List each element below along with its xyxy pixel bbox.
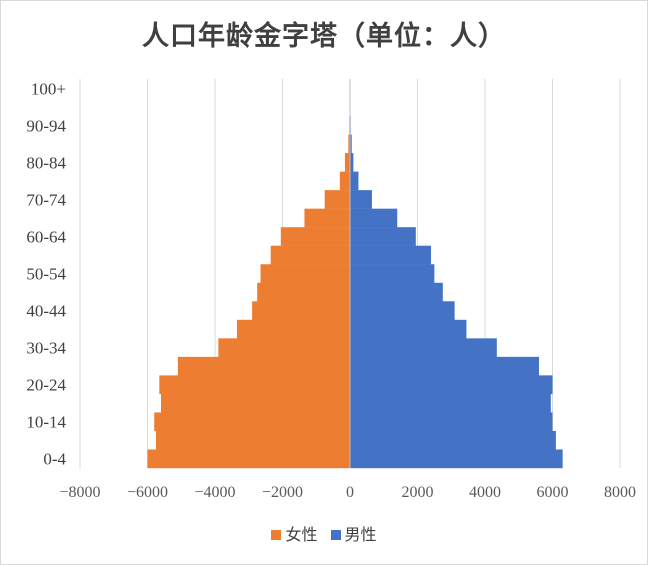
bar-female-35-39 <box>236 319 350 339</box>
x-tick-label-4: 0 <box>346 484 354 501</box>
bar-female-55-59 <box>270 245 350 265</box>
y-tick-label-80-84: 80-84 <box>26 153 66 172</box>
y-tick-label-30-34: 30-34 <box>26 339 66 358</box>
y-tick-label-0-4: 0-4 <box>43 450 66 469</box>
bar-male-20-24 <box>350 375 553 395</box>
bar-male-85-89 <box>350 134 352 154</box>
bar-male-15-19 <box>350 393 551 413</box>
y-tick-label-10-14: 10-14 <box>26 413 66 432</box>
y-tick-label-70-74: 70-74 <box>26 190 66 209</box>
bar-male-0-4 <box>350 449 563 469</box>
legend-swatch-male <box>330 530 341 540</box>
bar-male-60-64 <box>350 227 416 246</box>
x-tick-label-6: 4000 <box>469 484 501 501</box>
bar-female-40-44 <box>252 301 350 321</box>
legend-swatch-female <box>271 530 282 540</box>
y-tick-label-100+: 100+ <box>31 79 66 98</box>
bar-female-85-89 <box>348 134 350 154</box>
x-tick-label-8: 8000 <box>604 484 636 501</box>
bar-female-70-74 <box>324 190 350 209</box>
y-tick-label-60-64: 60-64 <box>26 227 66 246</box>
bar-female-5-9 <box>155 430 350 450</box>
bar-male-10-14 <box>350 412 553 432</box>
bar-female-65-69 <box>304 208 350 228</box>
bar-male-70-74 <box>350 190 372 209</box>
bar-female-10-14 <box>154 412 350 432</box>
chart-legend: 女性 男性 <box>0 521 648 545</box>
bar-female-45-49 <box>257 282 350 302</box>
legend-item-male: 男性 <box>330 521 377 545</box>
bar-male-80-84 <box>350 153 354 172</box>
bar-female-80-84 <box>344 153 350 172</box>
bar-female-0-4 <box>147 449 350 469</box>
bar-female-50-54 <box>260 264 350 283</box>
x-tick-label-0: −8000 <box>59 484 100 501</box>
bar-male-5-9 <box>350 430 556 450</box>
bar-female-60-64 <box>280 227 350 246</box>
bar-male-45-49 <box>350 282 443 302</box>
legend-label-female: 女性 <box>285 525 318 544</box>
bar-male-40-44 <box>350 301 455 321</box>
bar-female-25-29 <box>177 356 350 376</box>
x-tick-label-5: 2000 <box>402 484 434 501</box>
bar-male-25-29 <box>350 356 539 376</box>
bar-male-30-34 <box>350 338 497 358</box>
x-tick-label-3: −2000 <box>262 484 303 501</box>
x-tick-label-2: −4000 <box>194 484 235 501</box>
y-tick-label-40-44: 40-44 <box>26 302 66 321</box>
legend-label-male: 男性 <box>344 525 377 544</box>
bar-male-75-79 <box>350 171 359 191</box>
chart-title: 人口年龄金字塔（单位：人） <box>142 21 506 52</box>
y-tick-label-20-24: 20-24 <box>26 376 66 395</box>
bar-female-15-19 <box>161 393 350 413</box>
x-tick-label-1: −6000 <box>127 484 168 501</box>
bar-male-35-39 <box>350 319 467 339</box>
bar-female-20-24 <box>159 375 350 395</box>
x-tick-label-7: 6000 <box>537 484 569 501</box>
bar-male-55-59 <box>350 245 431 265</box>
y-tick-label-90-94: 90-94 <box>26 116 66 135</box>
y-tick-label-50-54: 50-54 <box>26 265 66 284</box>
bar-male-65-69 <box>350 208 398 228</box>
bar-female-30-34 <box>218 338 350 358</box>
legend-item-female: 女性 <box>271 521 317 545</box>
bar-male-50-54 <box>350 264 435 283</box>
bar-female-75-79 <box>339 171 350 191</box>
